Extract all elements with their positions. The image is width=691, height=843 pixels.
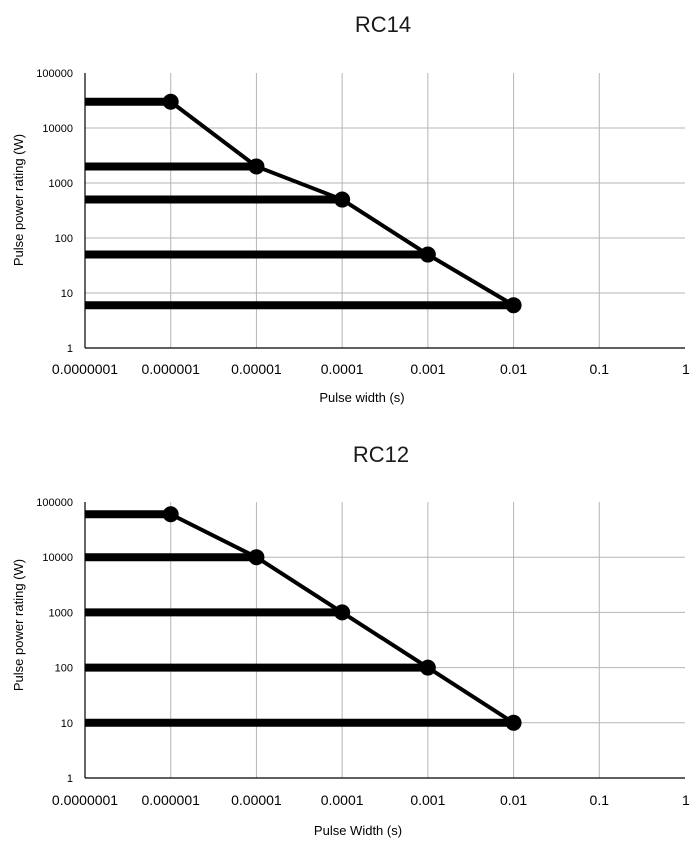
- x-tick-label: 0.001: [410, 361, 445, 377]
- x-tick-label: 1: [682, 792, 690, 808]
- y-tick-labels: 1 10 100 1000 10000 100000: [36, 497, 73, 785]
- y-tick-label: 1: [67, 773, 73, 785]
- x-tick-label: 0.00001: [231, 792, 282, 808]
- y-tick-label: 10: [61, 718, 73, 730]
- x-tick-label: 0.000001: [142, 361, 201, 377]
- data-point: [419, 246, 436, 263]
- y-tick-label: 10000: [42, 123, 73, 135]
- y-tick-label: 10000: [42, 552, 73, 564]
- y-tick-label: 10: [61, 288, 73, 300]
- x-tick-label: 0.0001: [321, 361, 364, 377]
- x-tick-labels: 0.0000001 0.000001 0.00001 0.0001 0.001 0.01 0…: [52, 792, 690, 808]
- data-point: [334, 191, 351, 208]
- chart-title: RC12: [353, 442, 409, 467]
- data-point: [248, 158, 265, 175]
- y-axis-label: Pulse power rating (W): [11, 134, 26, 266]
- data-point: [505, 297, 522, 314]
- data-point: [505, 714, 522, 731]
- data-marks: [85, 506, 522, 731]
- y-tick-label: 100000: [36, 497, 73, 509]
- x-tick-label: 0.01: [500, 361, 527, 377]
- x-tick-label: 0.0000001: [52, 361, 118, 377]
- y-tick-labels: 1 10 100 1000 10000 100000: [36, 68, 73, 355]
- x-tick-label: 0.1: [590, 361, 610, 377]
- x-tick-label: 0.1: [590, 792, 610, 808]
- y-tick-label: 1: [67, 343, 73, 355]
- x-tick-label: 0.0000001: [52, 792, 118, 808]
- x-tick-label: 0.01: [500, 792, 527, 808]
- y-tick-label: 100: [55, 233, 73, 245]
- grid: [84, 73, 685, 349]
- y-axis-label: Pulse power rating (W): [11, 559, 26, 691]
- x-tick-label: 0.0001: [321, 792, 364, 808]
- x-tick-label: 0.000001: [142, 792, 201, 808]
- y-tick-label: 100000: [36, 68, 73, 80]
- y-tick-label: 100: [55, 663, 73, 675]
- y-tick-label: 1000: [49, 178, 73, 190]
- data-point: [162, 93, 179, 110]
- x-tick-label: 0.00001: [231, 361, 282, 377]
- x-tick-label: 0.001: [410, 792, 445, 808]
- data-point: [248, 549, 265, 566]
- x-tick-labels: 0.0000001 0.000001 0.00001 0.0001 0.001 0.01 0…: [52, 361, 690, 377]
- x-axis-label: Pulse width (s): [319, 390, 404, 405]
- data-point: [162, 506, 179, 523]
- data-marks: [85, 93, 522, 314]
- data-point: [334, 604, 351, 621]
- x-tick-label: 1: [682, 361, 690, 377]
- chart-title: RC14: [355, 12, 411, 37]
- data-point: [419, 659, 436, 676]
- y-tick-label: 1000: [49, 607, 73, 619]
- x-axis-label: Pulse Width (s): [314, 823, 402, 838]
